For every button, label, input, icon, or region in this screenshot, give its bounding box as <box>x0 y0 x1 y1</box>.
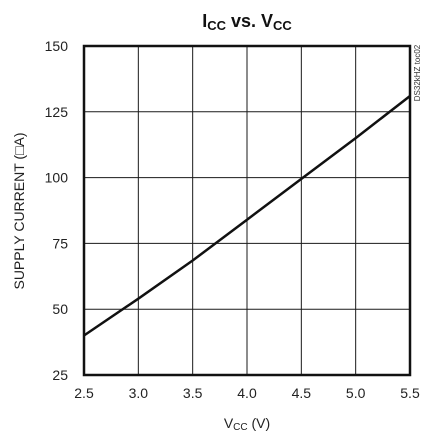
series-line <box>83 95 411 337</box>
y-tick-label: 50 <box>52 301 68 317</box>
x-tick-label: 5.0 <box>346 385 366 401</box>
series-layer <box>83 95 411 337</box>
figure-id-label: DS32kHZ toc02 <box>413 44 422 101</box>
x-tick-labels: 2.5 3.0 3.5 4.0 4.5 5.0 5.5 <box>74 385 420 401</box>
y-tick-label: 25 <box>52 367 68 383</box>
title-part2-main: V <box>261 11 273 31</box>
title-middle: vs. <box>226 11 261 31</box>
x-tick-label: 3.5 <box>183 385 203 401</box>
x-axis-label-main: V <box>224 415 234 431</box>
y-tick-label: 100 <box>45 170 69 186</box>
x-axis-label-sub: CC <box>233 422 247 433</box>
title-part1-main: I <box>202 11 207 31</box>
chart-title: ICC vs. VCC <box>202 11 292 33</box>
x-tick-label: 3.0 <box>129 385 149 401</box>
grid-lines <box>84 46 410 375</box>
x-axis-label-suffix: (V) <box>248 415 271 431</box>
y-tick-label: 150 <box>45 38 69 54</box>
x-tick-label: 4.5 <box>292 385 312 401</box>
x-tick-label: 5.5 <box>400 385 420 401</box>
y-tick-labels: 25 50 75 100 125 150 <box>45 38 69 383</box>
y-tick-label: 125 <box>45 104 69 120</box>
plot-frame <box>82 44 412 377</box>
y-tick-label: 75 <box>52 235 68 251</box>
title-part1-sub: CC <box>207 18 226 33</box>
x-tick-label: 4.0 <box>237 385 257 401</box>
title-part2-sub: CC <box>273 18 292 33</box>
y-axis-label: SUPPLY CURRENT (□A) <box>11 132 27 289</box>
x-tick-label: 2.5 <box>74 385 94 401</box>
x-axis-label: VCC (V) <box>224 415 270 433</box>
